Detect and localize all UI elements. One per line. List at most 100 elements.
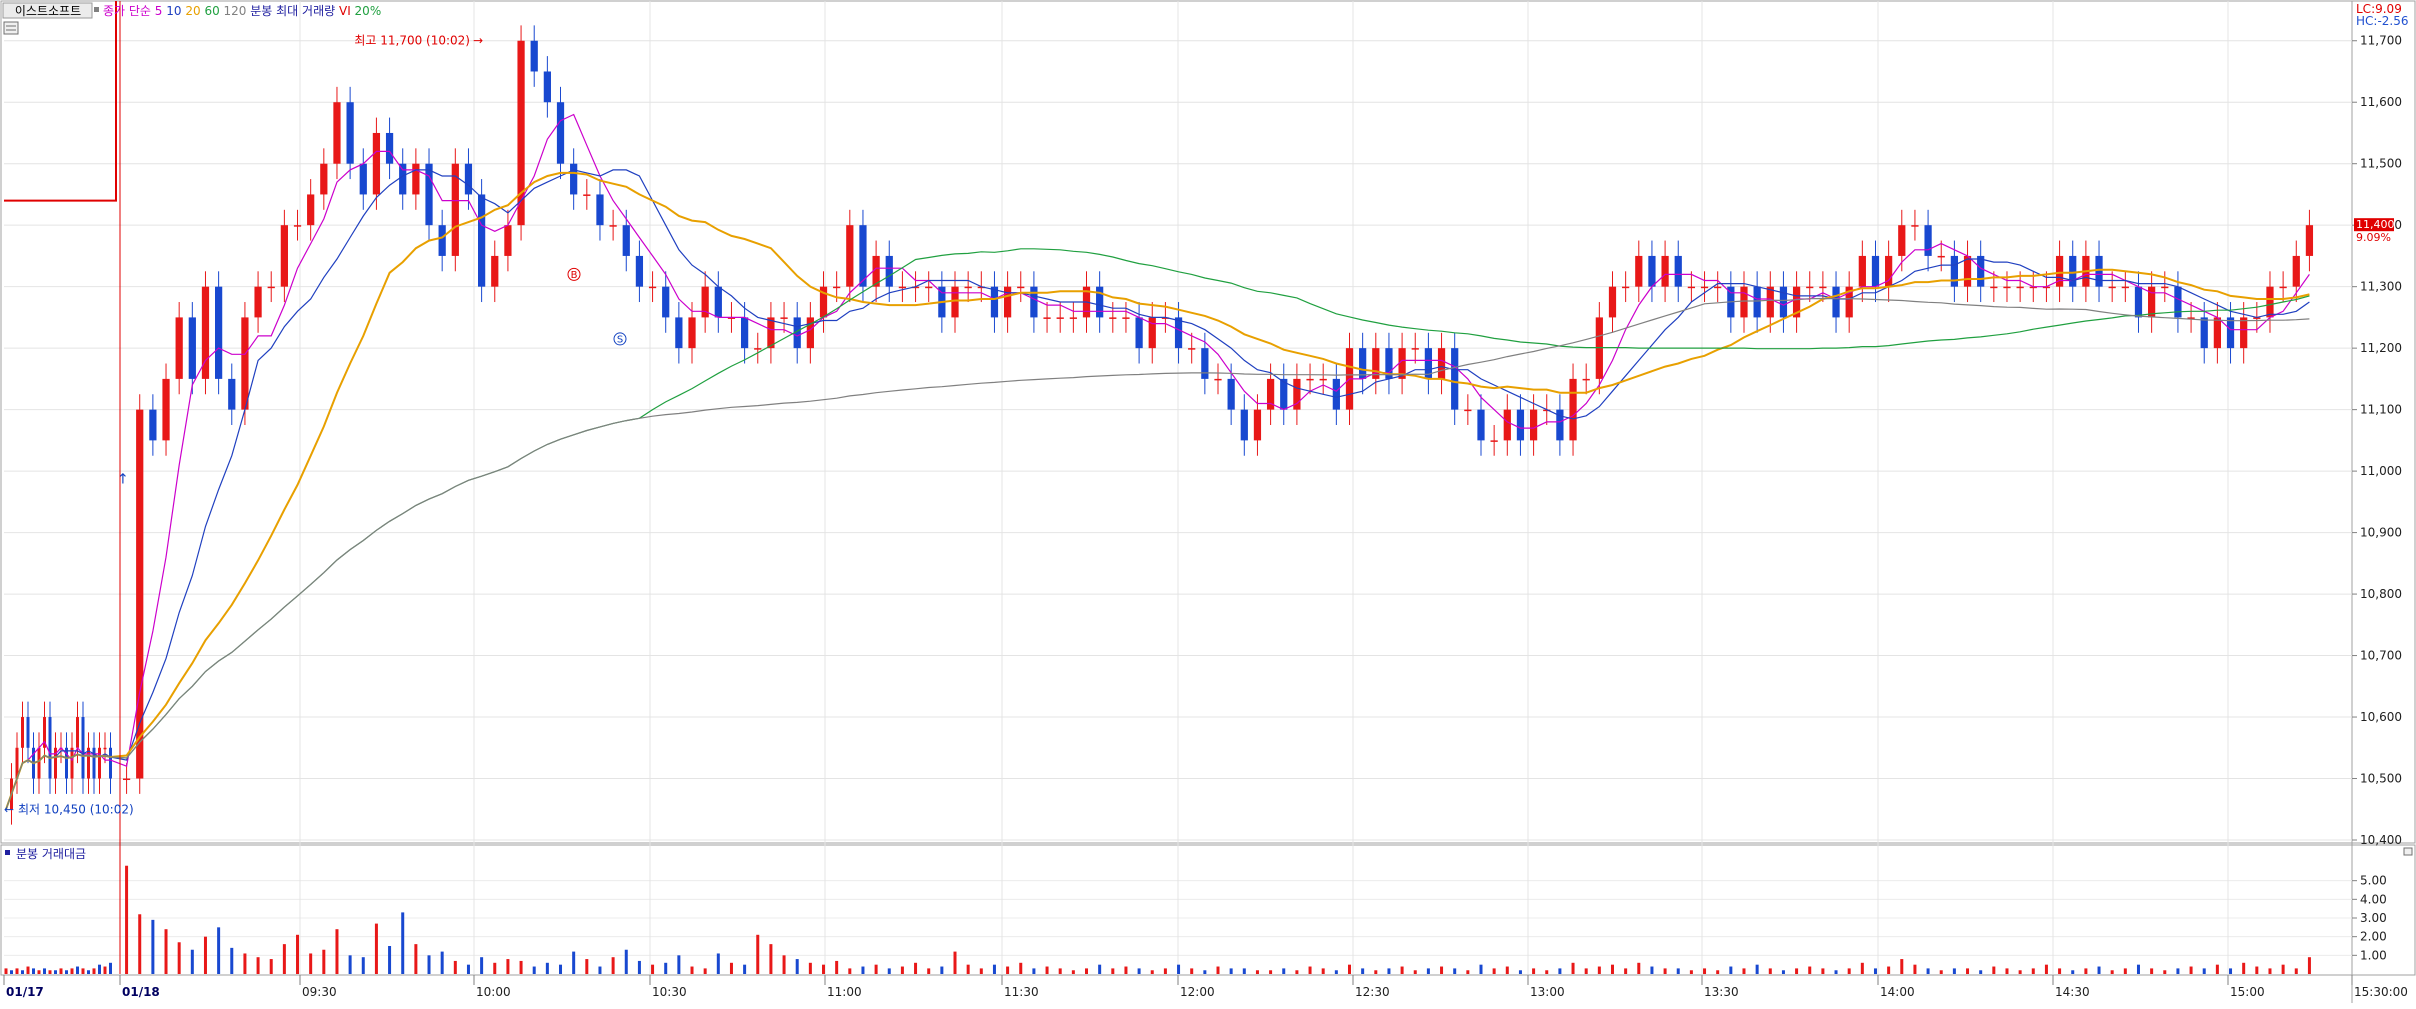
legend-item: 20% [351, 4, 382, 18]
legend: 종가 단순 5 10 20 60 120 분봉 최대 거래량 VI 20% [103, 4, 381, 18]
volume-bar [716, 953, 720, 974]
candle-up [1003, 286, 1012, 318]
volume-bar [2163, 970, 2167, 974]
volume-bar [1111, 968, 1115, 974]
volume-bar [1716, 970, 1720, 974]
candle-up [1188, 348, 1196, 350]
volume-bar [361, 957, 365, 974]
volume-bar [1729, 966, 1733, 974]
volume-bar [151, 919, 155, 974]
buy-marker-label: B [571, 270, 578, 281]
price-tick-label: 11,200 [2360, 341, 2402, 355]
volume-bar [1834, 970, 1838, 974]
volume-bar [1255, 970, 1259, 974]
candle-down [543, 71, 551, 103]
volume-bar [756, 934, 760, 974]
volume-tick-label: 4.00 [2360, 892, 2387, 906]
volume-bar [1545, 970, 1549, 974]
grid-toggle-icon[interactable] [3, 21, 19, 35]
candle-up [1306, 378, 1314, 381]
candle-up [1766, 286, 1774, 318]
candle-up [2187, 317, 2195, 319]
candle-down [346, 102, 354, 164]
company-box[interactable] [2, 2, 93, 19]
volume-bar [1229, 968, 1233, 974]
volume-bar [822, 964, 826, 974]
volume-bar [37, 970, 41, 974]
volume-bar [269, 959, 273, 974]
candle-up [754, 348, 762, 350]
volume-bar [1440, 966, 1444, 974]
ma-10-line [5, 169, 2310, 810]
volume-bar [10, 970, 13, 974]
hc-label: HC:-2.56 [2356, 14, 2409, 28]
candle-up [1056, 317, 1064, 319]
legend-item: 분봉 최대 거래량 [246, 4, 335, 18]
volume-bar [1006, 966, 1010, 974]
volume-bar [1742, 968, 1746, 974]
panel-resize-icon[interactable] [2403, 847, 2413, 856]
legend-item: 10 [162, 4, 181, 18]
time-tick-label: 11:30 [1004, 985, 1039, 999]
company-name[interactable]: 이스트소프트 [15, 4, 81, 18]
legend-item: 20 [182, 4, 201, 18]
candle-up [833, 286, 841, 289]
volume-bar [1124, 966, 1128, 974]
candle-down [2069, 255, 2077, 287]
volume-bar [1703, 968, 1707, 974]
volume-tick-label: 5.00 [2360, 874, 2387, 888]
candle-up [1792, 286, 1801, 318]
price-tick-label: 10,400 [2360, 833, 2402, 847]
candle-up [412, 163, 420, 195]
volume-bar [1045, 966, 1049, 974]
volume-bar [335, 929, 339, 974]
price-tick-label: 10,900 [2360, 526, 2402, 540]
volume-bar [808, 962, 812, 974]
ma-5-line [5, 113, 2310, 810]
candle-up [1543, 409, 1551, 412]
candle-down [570, 163, 578, 195]
candle-up [1661, 255, 1669, 287]
lc-label: LC:9.09 [2356, 2, 2402, 16]
candle-up [517, 40, 525, 226]
sell-marker[interactable] [613, 332, 627, 346]
volume-bar [795, 959, 799, 974]
candle-down [1779, 286, 1788, 318]
volume-bar [282, 944, 286, 974]
candle-down [1832, 286, 1840, 318]
candle-down [81, 717, 85, 779]
volume-bar [43, 968, 46, 974]
volume-bar [1610, 964, 1614, 974]
volume-bar [506, 959, 510, 974]
volume-tick-label: 3.00 [2360, 911, 2387, 925]
candle-up [2055, 255, 2064, 287]
candle-down [464, 163, 473, 195]
volume-bar [401, 912, 405, 974]
candle-up [504, 225, 512, 256]
candle-up [70, 747, 74, 779]
volume-bar [848, 968, 852, 974]
volume-bar [2136, 964, 2140, 974]
candle-up [136, 409, 144, 779]
volume-bar [2110, 970, 2114, 974]
volume-bar [414, 944, 418, 974]
legend-item: 60 [201, 4, 220, 18]
volume-bar [1177, 964, 1181, 974]
volume-bar [466, 964, 470, 974]
volume-bar [545, 962, 549, 974]
volume-bar [1532, 968, 1536, 974]
volume-bar [703, 968, 707, 974]
candle-up [1490, 440, 1498, 442]
time-tick-label: 11:00 [827, 985, 862, 999]
candle-down [1950, 255, 1958, 287]
time-tick-label: 10:00 [476, 985, 511, 999]
candle-down [1871, 255, 1880, 287]
candle-down [793, 317, 801, 349]
volume-bar [374, 923, 378, 974]
buy-marker[interactable] [567, 267, 581, 281]
candle-up [37, 747, 41, 779]
candle-down [1174, 317, 1183, 349]
volume-bar [1768, 968, 1772, 974]
